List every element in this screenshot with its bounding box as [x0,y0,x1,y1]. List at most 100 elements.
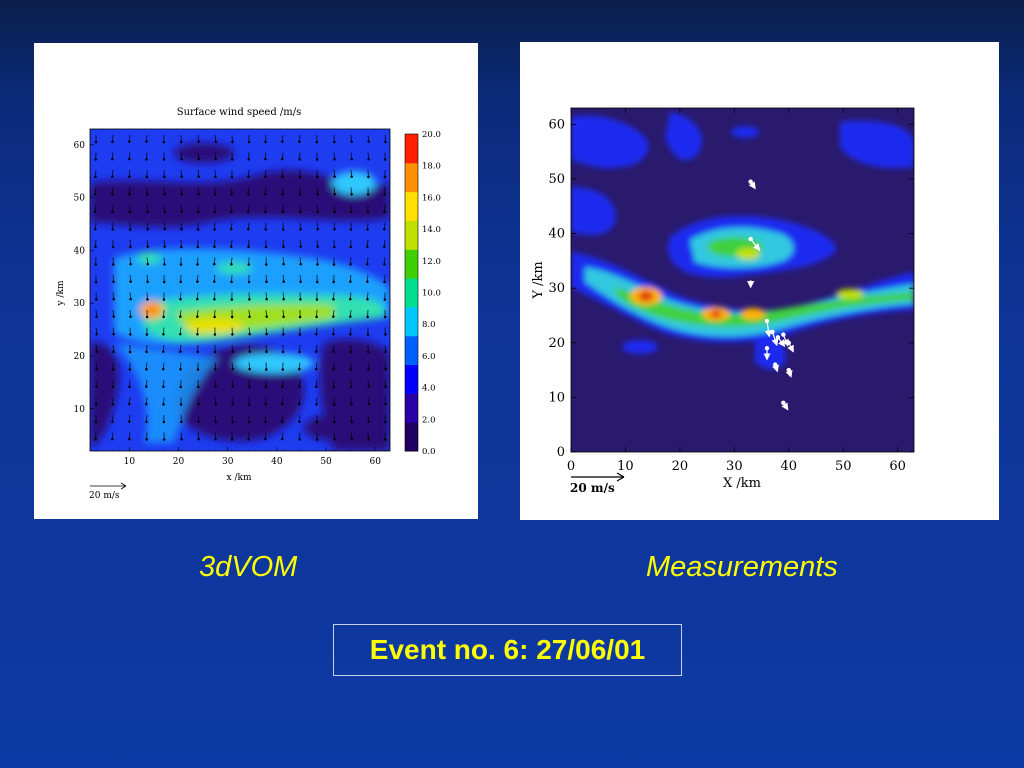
wind-arrow-head [213,210,217,214]
wind-arrow-head [281,175,284,178]
y-tick-label: 0 [557,445,565,460]
wind-arrow-head [333,245,336,249]
wind-arrow-head [145,438,148,441]
wind-arrow-head [180,192,183,196]
wind-arrow-head [349,245,353,249]
wind-arrow-head [315,140,319,144]
wind-arrow-head [95,456,97,458]
wind-arrow-head [265,368,268,371]
wind-arrow-head [128,193,131,196]
model-wind-map-panel: Surface wind speed /m/s [34,43,478,519]
wind-arrow-head [230,227,233,231]
wind-arrow-head [111,157,114,161]
wind-arrow-head [298,385,301,388]
colorbar-tick-label: 0.0 [422,447,436,457]
wind-arrow-head [316,175,319,179]
chart-title: Surface wind speed /m/s [177,107,302,118]
wind-arrow-head [315,332,318,336]
wind-arrow-head [282,245,285,249]
wind-arrow-head [383,262,386,266]
x-tick-label: 20 [672,459,689,474]
measured-wind-speed-chart: 0 10 20 30 40 50 60 0 10 20 30 40 50 60 X /km Y /km 2… [531,107,915,495]
wind-arrow-head [383,298,387,301]
x-axis-label: x /km [227,473,252,483]
wind-arrow-head [333,158,336,161]
wind-arrow-head [179,263,183,266]
wind-arrow-head [334,456,336,458]
wind-arrow-head [367,402,370,406]
wind-arrow-head [349,228,353,231]
x-tick-label: 60 [370,457,382,467]
wind-arrow-head [162,140,166,144]
wind-arrow-head [349,368,353,371]
wind-arrow-head [281,437,284,441]
wind-arrow-head [180,420,183,424]
wind-arrow-head [145,402,148,406]
y-tick-label: 30 [74,299,86,309]
model-wind-vectors [94,134,387,458]
wind-arrow-head [350,385,353,389]
wind-arrow-head [315,420,319,424]
wind-arrow-head [162,350,165,353]
measured-wind-arrow [764,320,772,338]
wind-arrow-head [214,157,217,161]
colorbar-tick-label: 4.0 [422,384,436,394]
colorbar-segment [405,220,418,250]
wind-arrow-head [112,280,115,284]
x-tick-label: 50 [320,457,332,467]
wind-arrow-head [247,140,251,144]
wind-arrow-head [163,227,166,231]
wind-arrow-head [95,367,98,371]
wind-arrow-head [180,140,183,144]
wind-arrow-head [213,280,216,283]
wind-arrow-head [197,157,200,161]
wind-arrow-head [162,315,165,319]
wind-arrow-head [333,140,336,144]
wind-arrow-head [264,192,267,196]
wind-arrow-head [214,140,217,143]
wind-arrow-head [351,456,353,458]
wind-arrow-head [299,298,302,301]
wind-arrow-head [281,210,285,214]
wind-arrow-head [282,315,285,319]
wind-arrow-head [196,228,200,231]
wind-arrow-head [298,193,302,196]
measured-wind-arrow [750,238,761,251]
x-tick-label: 10 [124,457,136,467]
wind-arrow-head [299,262,302,266]
wind-arrow-head [367,385,370,388]
colorbar-segment [405,306,418,337]
wind-arrow-head [179,315,182,318]
wind-arrow-head [298,333,302,336]
wind-arrow-head [230,315,234,319]
wind-arrow-head [333,192,336,196]
wind-arrow-head [129,245,132,249]
wind-arrow-head [128,437,131,441]
wind-arrow-head [214,368,217,371]
wind-arrow-head [299,456,301,458]
wind-arrow-head [350,403,353,406]
wind-arrow-head [196,368,200,371]
wind-arrow-head [197,140,200,143]
wind-arrow-head [230,438,234,441]
wind-arrow-head [111,456,113,458]
wind-arrow-head [281,385,284,389]
wind-arrow-head [316,263,319,266]
wind-arrow-head [129,333,132,336]
wind-arrow-head [264,403,267,406]
wind-arrow-head [298,438,301,441]
wind-arrow-head [315,298,319,301]
wind-arrow-head [349,350,352,354]
wind-arrow-head [367,175,370,179]
wind-arrow-head [230,158,234,161]
measured-wind-arrow [772,364,779,373]
wind-arrow-head [247,227,250,231]
wind-arrow-head [281,140,284,143]
wind-arrow-head [366,193,370,196]
model-wind-speed-chart: Surface wind speed /m/s [56,107,441,501]
wind-arrow-head [95,385,98,389]
wind-arrow-head [146,227,149,231]
wind-arrow-head [231,367,234,371]
model-caption: 3dVOM [199,551,298,583]
wind-arrow-head [111,192,114,196]
